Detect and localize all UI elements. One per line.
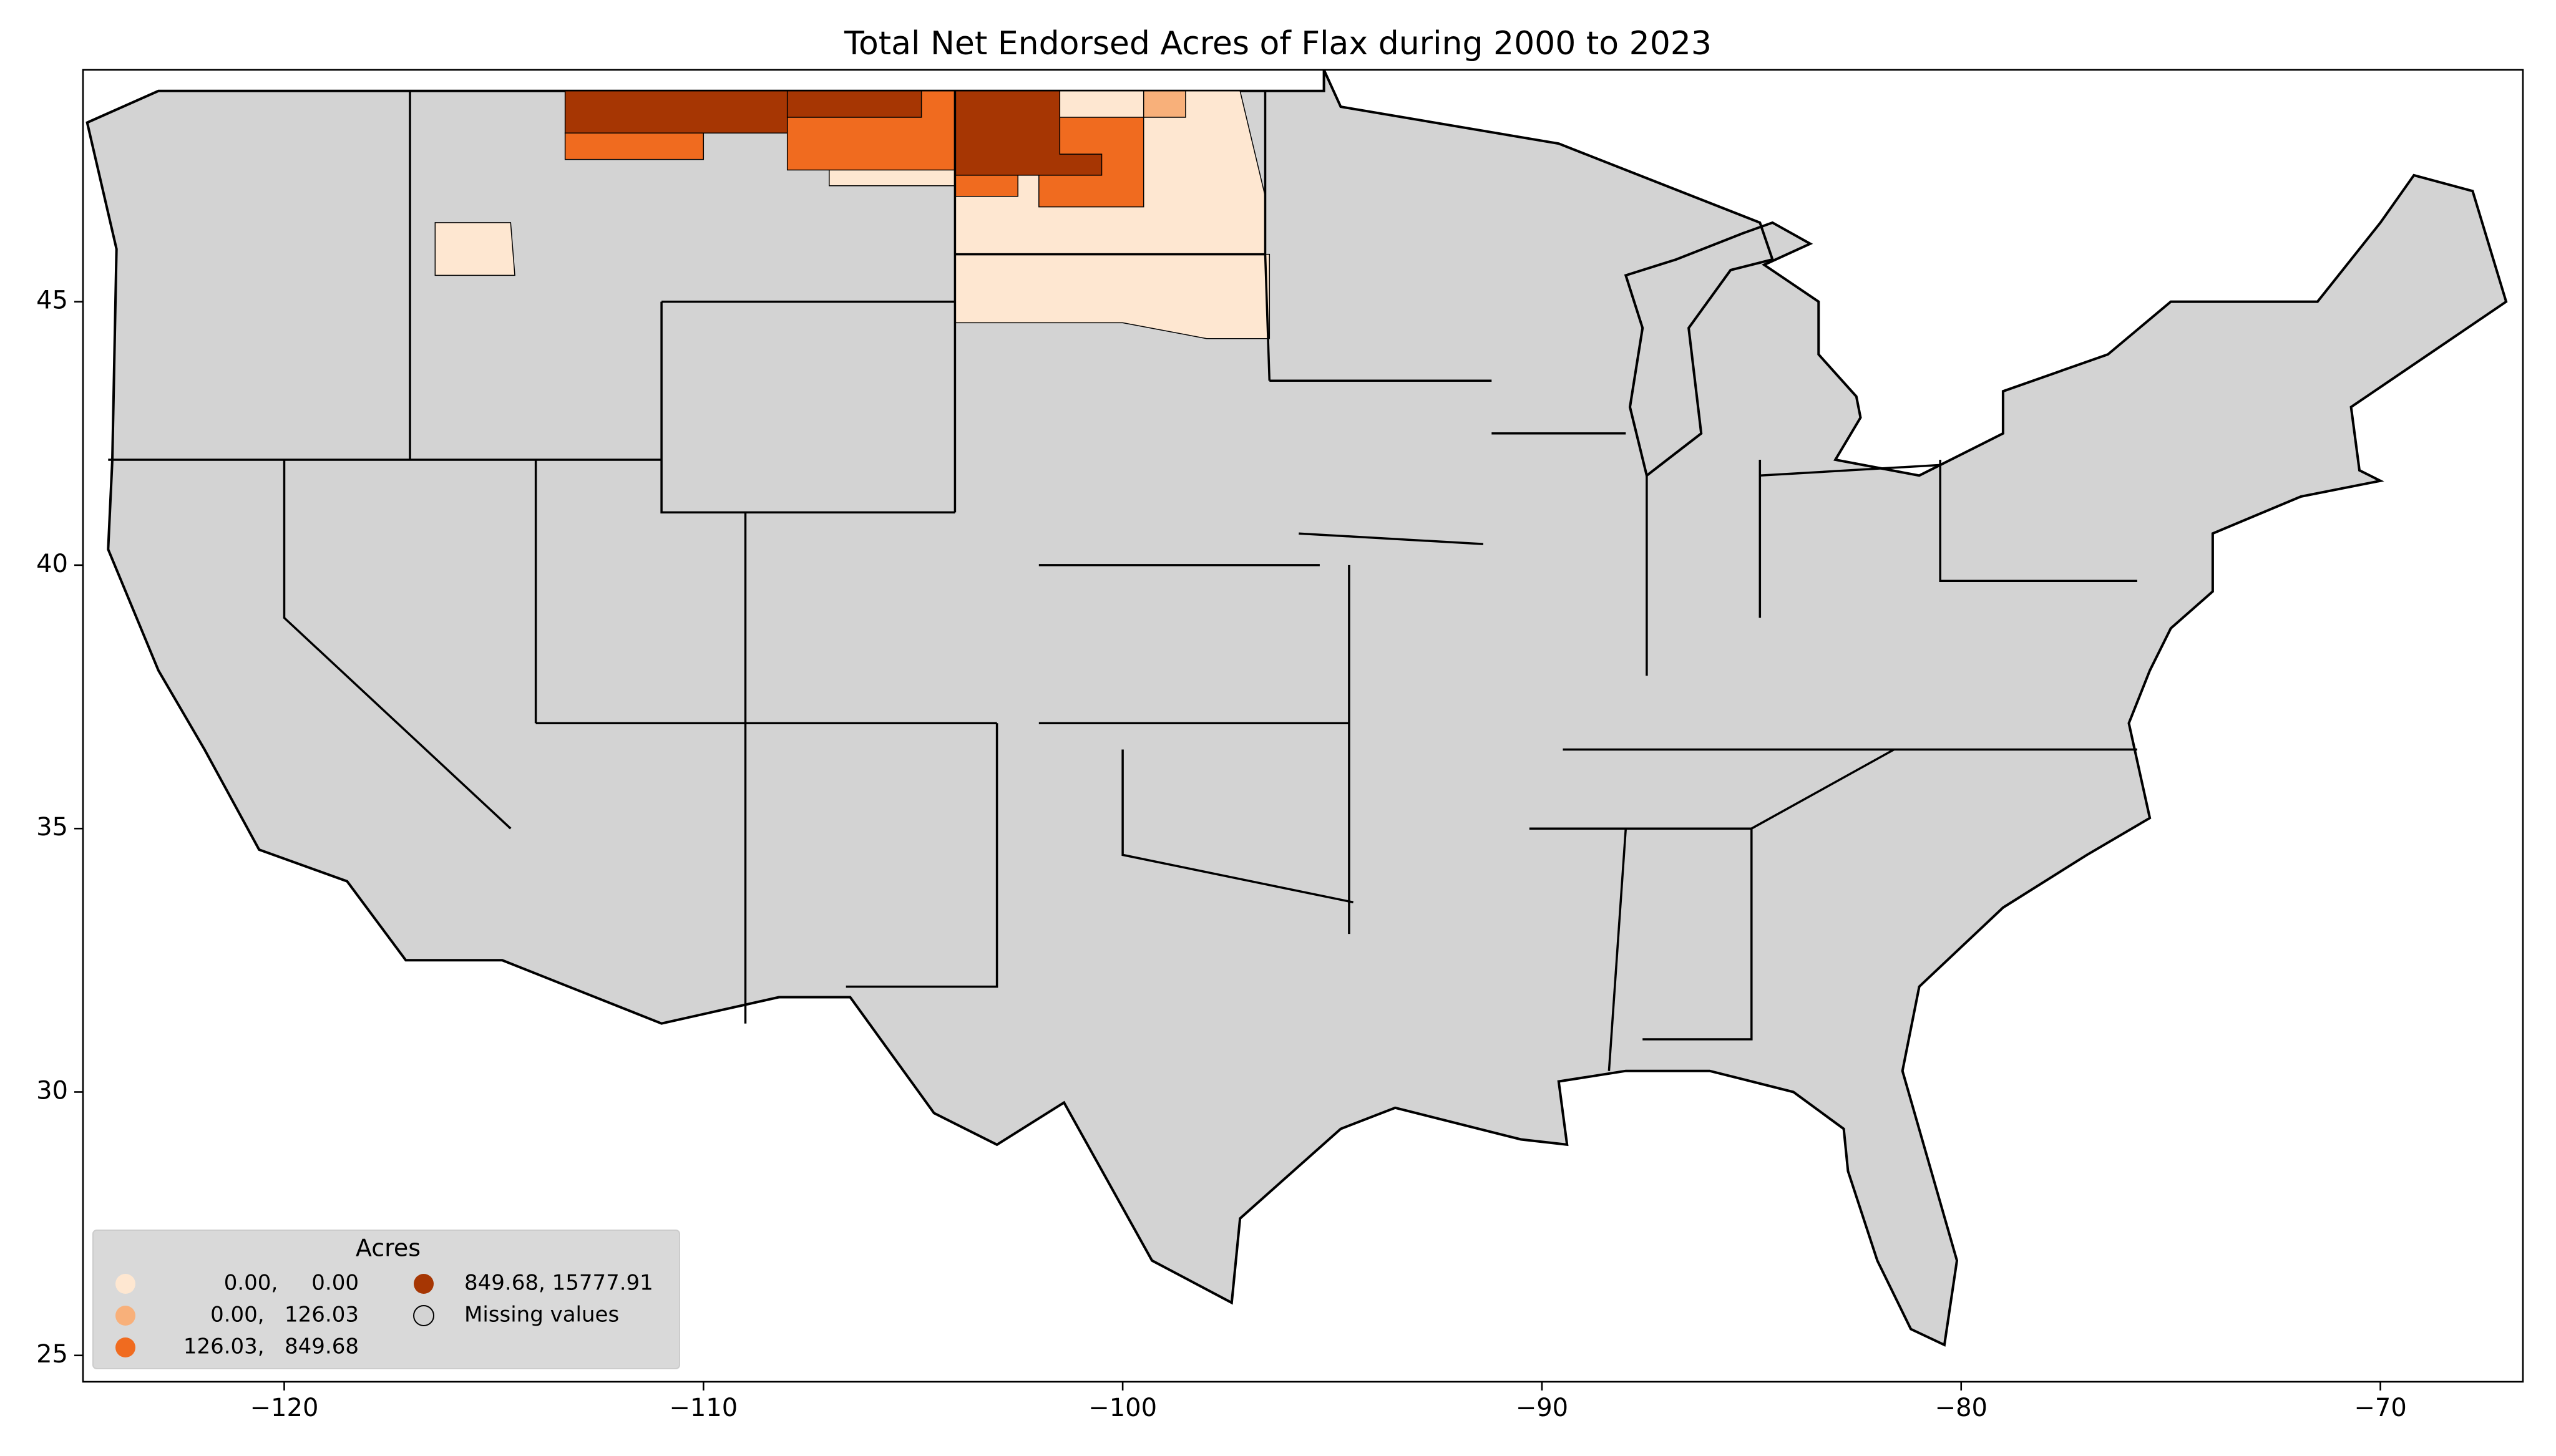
state-border xyxy=(660,301,955,514)
y-tick-label: 25 xyxy=(36,1340,68,1369)
region xyxy=(564,132,705,160)
legend-label: 0.00, 0.00 xyxy=(224,1271,359,1296)
state-border xyxy=(846,723,998,988)
legend-label: 0.00, 126.03 xyxy=(210,1303,359,1327)
legend-label: 126.03, 849.68 xyxy=(183,1334,359,1359)
state-border xyxy=(1607,828,1627,1071)
legend-marker xyxy=(115,1337,135,1357)
state-border xyxy=(1760,463,1941,477)
legend-marker xyxy=(115,1274,135,1294)
y-tick-label: 30 xyxy=(36,1076,68,1105)
legend-label: Missing values xyxy=(464,1303,619,1327)
y-tick-label: 45 xyxy=(36,286,68,315)
state-border xyxy=(1642,828,1753,1041)
legend-marker xyxy=(413,1305,434,1326)
legend-box xyxy=(92,1230,680,1369)
axes-frame xyxy=(82,69,2524,1383)
region xyxy=(434,222,515,276)
x-tick-label: −120 xyxy=(250,1394,319,1422)
state-border xyxy=(1121,749,1354,904)
x-tick-label: −80 xyxy=(1935,1394,1988,1422)
x-tick-label: −70 xyxy=(2354,1394,2406,1422)
state-border xyxy=(1299,532,1483,545)
chart-title: Total Net Endorsed Acres of Flax during … xyxy=(844,25,1712,62)
y-tick-label: 40 xyxy=(36,550,68,578)
x-tick-label: −100 xyxy=(1088,1394,1157,1422)
region xyxy=(1143,90,1186,118)
legend-label: 849.68, 15777.91 xyxy=(464,1271,653,1296)
y-tick-label: 35 xyxy=(36,813,68,842)
state-border xyxy=(1529,748,1895,830)
state-border xyxy=(283,460,512,830)
legend: Acres 0.00, 0.00 0.00, 126.03 126.03, 849.6… xyxy=(92,1230,680,1369)
legend-marker xyxy=(115,1306,135,1326)
legend-marker xyxy=(414,1274,434,1294)
region xyxy=(786,90,922,118)
state-border xyxy=(1939,460,2137,582)
region xyxy=(564,90,788,134)
us-outline xyxy=(85,69,2508,1347)
x-tick-label: −90 xyxy=(1516,1394,1568,1422)
legend-title: Acres xyxy=(356,1235,421,1262)
x-tick-label: −110 xyxy=(669,1394,738,1422)
